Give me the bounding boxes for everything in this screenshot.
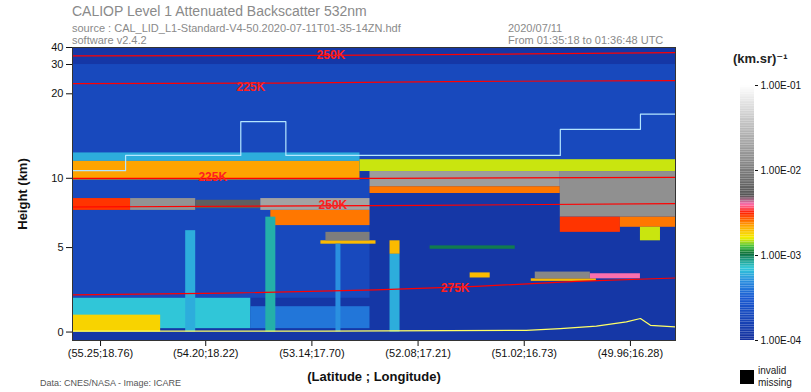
svg-text:Height (km): Height (km) [15, 158, 30, 230]
html-text:Data: CNES/NASA - Image: ICARE: Data: CNES/NASA - Image: ICARE [40, 378, 181, 388]
html-text:(km.sr)⁻¹: (km.sr)⁻¹ [733, 51, 788, 66]
svg-text:(53.14;17.70): (53.14;17.70) [279, 347, 344, 359]
svg-text:1.00E-01: 1.00E-01 [761, 80, 802, 91]
html-text:From 01:35:18 to 01:36:48 UTC: From 01:35:18 to 01:36:48 UTC [508, 34, 664, 46]
html-text:software v2.4.2: software v2.4.2 [72, 34, 147, 46]
svg-text:250K: 250K [319, 198, 348, 212]
svg-text:(51.02;16.73): (51.02;16.73) [492, 347, 557, 359]
html-text:missing: missing [758, 377, 792, 388]
svg-text:(52.08;17.21): (52.08;17.21) [385, 347, 450, 359]
svg-text:225K: 225K [236, 80, 265, 94]
svg-text:(55.25;18.76): (55.25;18.76) [68, 347, 133, 359]
svg-text:40: 40 [51, 41, 63, 53]
svg-text:20: 20 [51, 87, 63, 99]
svg-text:275K: 275K [441, 281, 470, 295]
html-text:source : CAL_LID_L1-Standard-V: source : CAL_LID_L1-Standard-V4-50.2020-… [72, 22, 401, 34]
svg-text:225K: 225K [198, 170, 227, 184]
svg-text:1.00E-04: 1.00E-04 [761, 335, 802, 346]
svg-text:(Latitude ; Longitude): (Latitude ; Longitude) [307, 369, 441, 384]
svg-text:1.00E-03: 1.00E-03 [761, 250, 802, 261]
svg-text:5: 5 [57, 241, 63, 253]
svg-text:(54.20;18.22): (54.20;18.22) [173, 347, 238, 359]
svg-text:250K: 250K [317, 48, 346, 62]
svg-text:1.00E-02: 1.00E-02 [761, 165, 802, 176]
html-text:CALIOP Level 1 Attenuated Back: CALIOP Level 1 Attenuated Backscatter 53… [72, 3, 367, 19]
html-text:2020/07/11: 2020/07/11 [508, 22, 563, 34]
svg-text:(49.96;16.28): (49.96;16.28) [598, 347, 663, 359]
svg-text:0: 0 [57, 326, 63, 338]
svg-text:30: 30 [51, 58, 63, 70]
svg-text:10: 10 [51, 172, 63, 184]
html-text:invalid: invalid [758, 365, 787, 376]
